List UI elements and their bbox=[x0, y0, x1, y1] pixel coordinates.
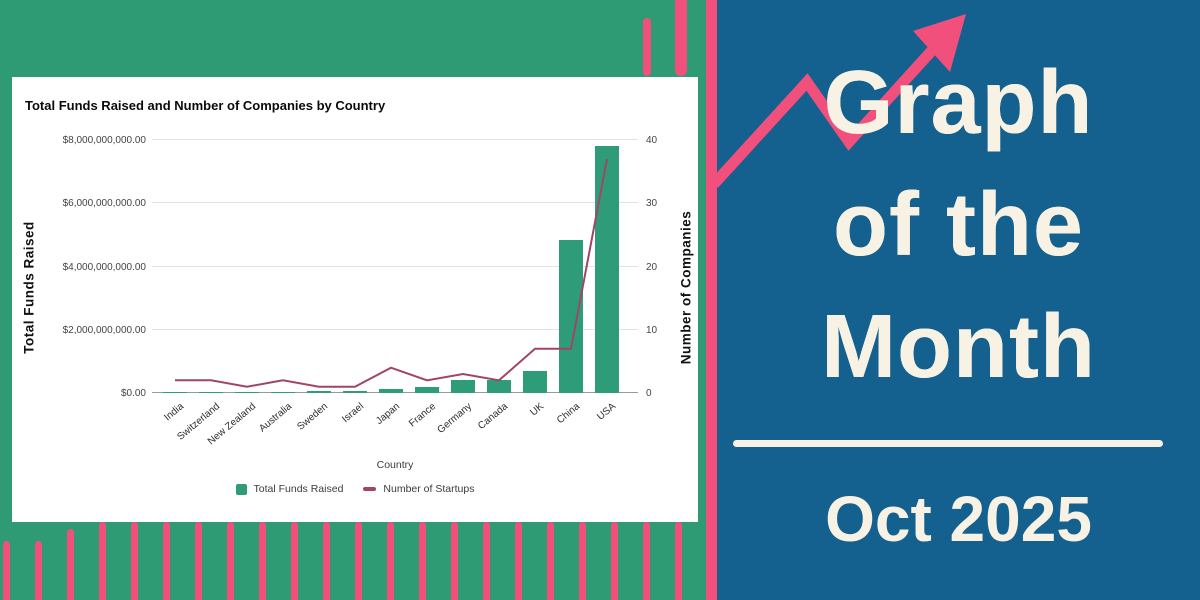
banner-date: Oct 2025 bbox=[825, 483, 1092, 555]
bottom-stripe-icon bbox=[35, 541, 42, 600]
y-axis-title-right: Number of Companies bbox=[678, 210, 694, 365]
bottom-stripe-icon bbox=[3, 541, 10, 600]
bar-canada bbox=[487, 379, 511, 393]
banner-title-line: of the bbox=[833, 175, 1084, 275]
bottom-stripe-icon bbox=[579, 522, 586, 600]
bottom-stripe-icon bbox=[643, 522, 650, 600]
bar-china bbox=[559, 239, 583, 393]
bar-new-zealand bbox=[235, 392, 259, 393]
bar-germany bbox=[451, 380, 475, 393]
legend-label: Number of Startups bbox=[383, 483, 475, 495]
bar-usa bbox=[595, 146, 619, 393]
bottom-stripe-icon bbox=[419, 522, 426, 600]
y-tick-left: $4,000,000,000.00 bbox=[62, 261, 146, 273]
bottom-stripe-icon bbox=[451, 522, 458, 600]
bottom-stripe-icon bbox=[195, 522, 202, 600]
bottom-stripe-icon bbox=[387, 522, 394, 600]
y-tick-left: $2,000,000,000.00 bbox=[62, 324, 146, 336]
y-tick-right: 20 bbox=[646, 261, 658, 273]
y-tick-right: 10 bbox=[646, 324, 658, 336]
bottom-stripe-icon bbox=[611, 522, 618, 600]
bar-australia bbox=[271, 392, 295, 393]
date-divider-line bbox=[733, 440, 1163, 447]
legend-item-bars: Total Funds Raised bbox=[235, 483, 344, 495]
bottom-stripe-icon bbox=[67, 529, 74, 600]
bottom-stripe-icon bbox=[99, 522, 106, 600]
bar-series-swatch-icon bbox=[235, 483, 247, 495]
y-tick-left: $0.00 bbox=[120, 388, 146, 399]
right-blue-panel: Graph of the Month Oct 2025 bbox=[717, 0, 1200, 600]
bottom-stripe-icon bbox=[515, 522, 522, 600]
bottom-stripe-icon bbox=[163, 522, 170, 600]
top-stripe-icon bbox=[675, 0, 687, 76]
x-axis-title: Country bbox=[376, 459, 414, 471]
chart-legend: Total Funds Raised Number of Startups bbox=[12, 483, 698, 495]
bottom-stripe-icon bbox=[483, 522, 490, 600]
top-stripe-icon bbox=[643, 18, 651, 76]
y-tick-right: 30 bbox=[646, 198, 658, 210]
bottom-stripe-icon bbox=[547, 522, 554, 600]
bottom-stripe-icon bbox=[259, 522, 266, 600]
y-axis-title-left: Total Funds Raised bbox=[21, 221, 37, 354]
bar-uk bbox=[523, 370, 547, 393]
legend-label: Total Funds Raised bbox=[253, 483, 344, 495]
chart-title: Total Funds Raised and Number of Compani… bbox=[25, 98, 386, 113]
bottom-stripe-icon bbox=[227, 522, 234, 600]
gridline bbox=[152, 265, 638, 267]
bottom-stripe-icon bbox=[131, 522, 138, 600]
legend-item-line: Number of Startups bbox=[363, 483, 474, 495]
banner-title-line: Month bbox=[821, 297, 1096, 397]
bar-sweden bbox=[307, 391, 331, 393]
line-series-swatch-icon bbox=[363, 487, 377, 491]
y-tick-right: 0 bbox=[646, 388, 652, 399]
bar-india bbox=[163, 392, 187, 393]
bar-japan bbox=[379, 388, 403, 393]
chart-card: Total Funds Raised and Number of Compani… bbox=[12, 77, 698, 522]
gridline bbox=[152, 202, 638, 204]
vertical-divider-stripe bbox=[706, 0, 717, 600]
gridline bbox=[152, 139, 638, 140]
y-tick-left: $8,000,000,000.00 bbox=[62, 135, 146, 146]
bar-israel bbox=[343, 391, 367, 393]
bottom-stripe-icon bbox=[291, 522, 298, 600]
banner-title-overlay: Graph of the Month bbox=[821, 53, 1096, 397]
bottom-stripe-icon bbox=[675, 522, 682, 600]
startups-line-series bbox=[175, 158, 608, 388]
y-tick-left: $6,000,000,000.00 bbox=[62, 198, 146, 210]
plot-area bbox=[152, 139, 638, 393]
gridline bbox=[152, 328, 638, 330]
bottom-stripe-icon bbox=[323, 522, 330, 600]
bar-switzerland bbox=[199, 392, 223, 393]
y-tick-right: 40 bbox=[646, 135, 658, 146]
bottom-stripe-icon bbox=[355, 522, 362, 600]
bar-france bbox=[415, 387, 439, 393]
